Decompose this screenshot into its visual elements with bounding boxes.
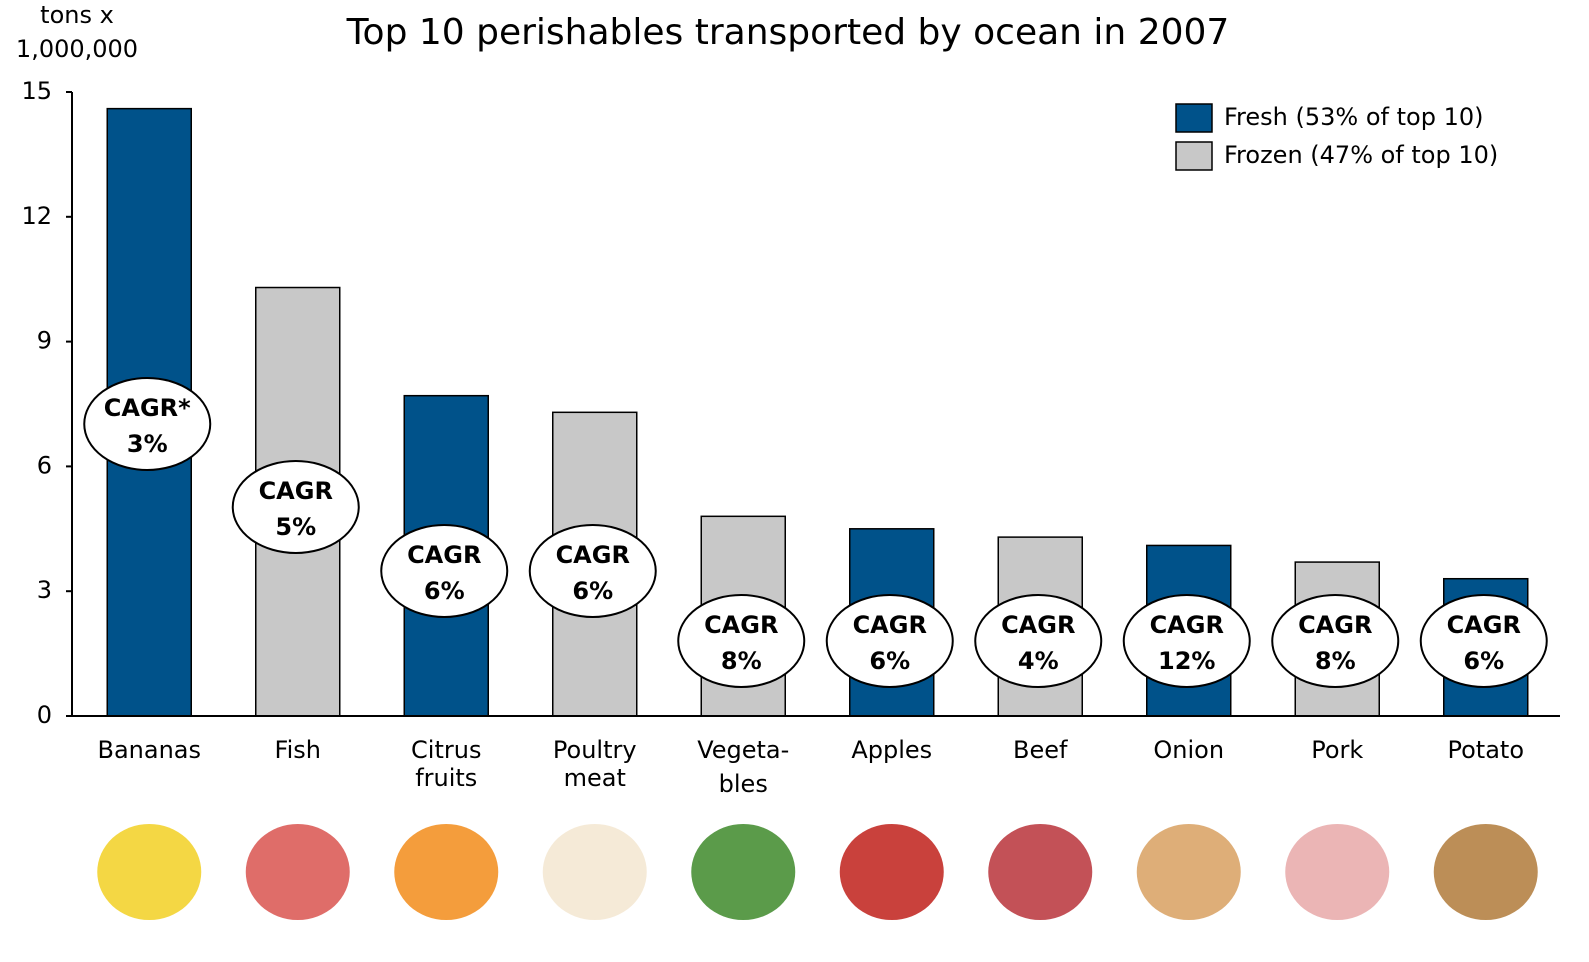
x-tick-label: Vegeta- <box>697 736 789 764</box>
cagr-value: 6% <box>572 577 613 605</box>
cagr-label: CAGR <box>1447 611 1521 639</box>
cagr-value: 6% <box>1463 647 1504 675</box>
cagr-label: CAGR* <box>104 394 191 422</box>
x-tick-label: meat <box>564 764 626 792</box>
cagr-label: CAGR <box>259 477 333 505</box>
cagr-value: 4% <box>1018 647 1059 675</box>
cagr-bubble <box>1122 594 1251 688</box>
cagr-label: CAGR <box>853 611 927 639</box>
cagr-bubble <box>974 594 1103 688</box>
x-tick-label: Poultry <box>553 736 637 764</box>
cagr-bubble <box>231 460 360 554</box>
x-tick-label: Apples <box>851 736 932 764</box>
cagr-label: CAGR <box>556 541 630 569</box>
y-tick-label: 15 <box>21 77 52 105</box>
food-picture <box>1433 824 1538 920</box>
cagr-bubble <box>380 524 509 618</box>
food-picture <box>1285 824 1390 920</box>
x-tick-label: Onion <box>1153 736 1224 764</box>
x-tick-label: Potato <box>1447 736 1524 764</box>
food-picture <box>97 824 202 920</box>
food-picture <box>839 824 944 920</box>
cagr-label: CAGR <box>1298 611 1372 639</box>
x-tick-label: Fish <box>275 736 321 764</box>
cagr-value: 6% <box>424 577 465 605</box>
cagr-value: 8% <box>1315 647 1356 675</box>
y-tick-label: 3 <box>37 576 52 604</box>
food-picture <box>245 824 350 920</box>
cagr-label: CAGR <box>1150 611 1224 639</box>
cagr-value: 5% <box>275 513 316 541</box>
cagr-value: 8% <box>721 647 762 675</box>
food-picture <box>691 824 796 920</box>
food-picture <box>542 824 647 920</box>
y-tick-label: 12 <box>21 202 52 230</box>
cagr-bubble <box>528 524 657 618</box>
cagr-label: CAGR <box>407 541 481 569</box>
cagr-bubble <box>677 594 806 688</box>
cagr-value: 3% <box>127 430 168 458</box>
x-tick-label: Pork <box>1311 736 1363 764</box>
cagr-bubble <box>83 377 212 471</box>
food-picture <box>1136 824 1241 920</box>
cagr-value: 6% <box>869 647 910 675</box>
y-axis-label: 1,000,000 <box>16 35 138 63</box>
x-tick-label: Bananas <box>97 736 201 764</box>
x-tick-label: Citrus <box>411 736 481 764</box>
cagr-value: 12% <box>1158 647 1215 675</box>
food-picture <box>394 824 499 920</box>
food-picture <box>988 824 1093 920</box>
y-tick-label: 6 <box>37 451 52 479</box>
legend-swatch <box>1175 103 1213 133</box>
cagr-bubble <box>1271 594 1400 688</box>
chart-title: Top 10 perishables transported by ocean … <box>346 12 1230 53</box>
legend-swatch <box>1175 141 1213 171</box>
y-tick-label: 9 <box>37 327 52 355</box>
x-tick-label: fruits <box>415 764 477 792</box>
x-tick-label: bles <box>719 770 768 798</box>
legend-label: Fresh (53% of top 10) <box>1224 103 1483 131</box>
cagr-label: CAGR <box>1001 611 1075 639</box>
x-tick-label: Beef <box>1013 736 1068 764</box>
legend-label: Frozen (47% of top 10) <box>1224 141 1498 169</box>
y-tick-label: 0 <box>37 701 52 729</box>
y-axis-label: tons x <box>40 1 114 29</box>
cagr-bubble <box>1419 594 1548 688</box>
cagr-label: CAGR <box>704 611 778 639</box>
cagr-bubble <box>825 594 954 688</box>
